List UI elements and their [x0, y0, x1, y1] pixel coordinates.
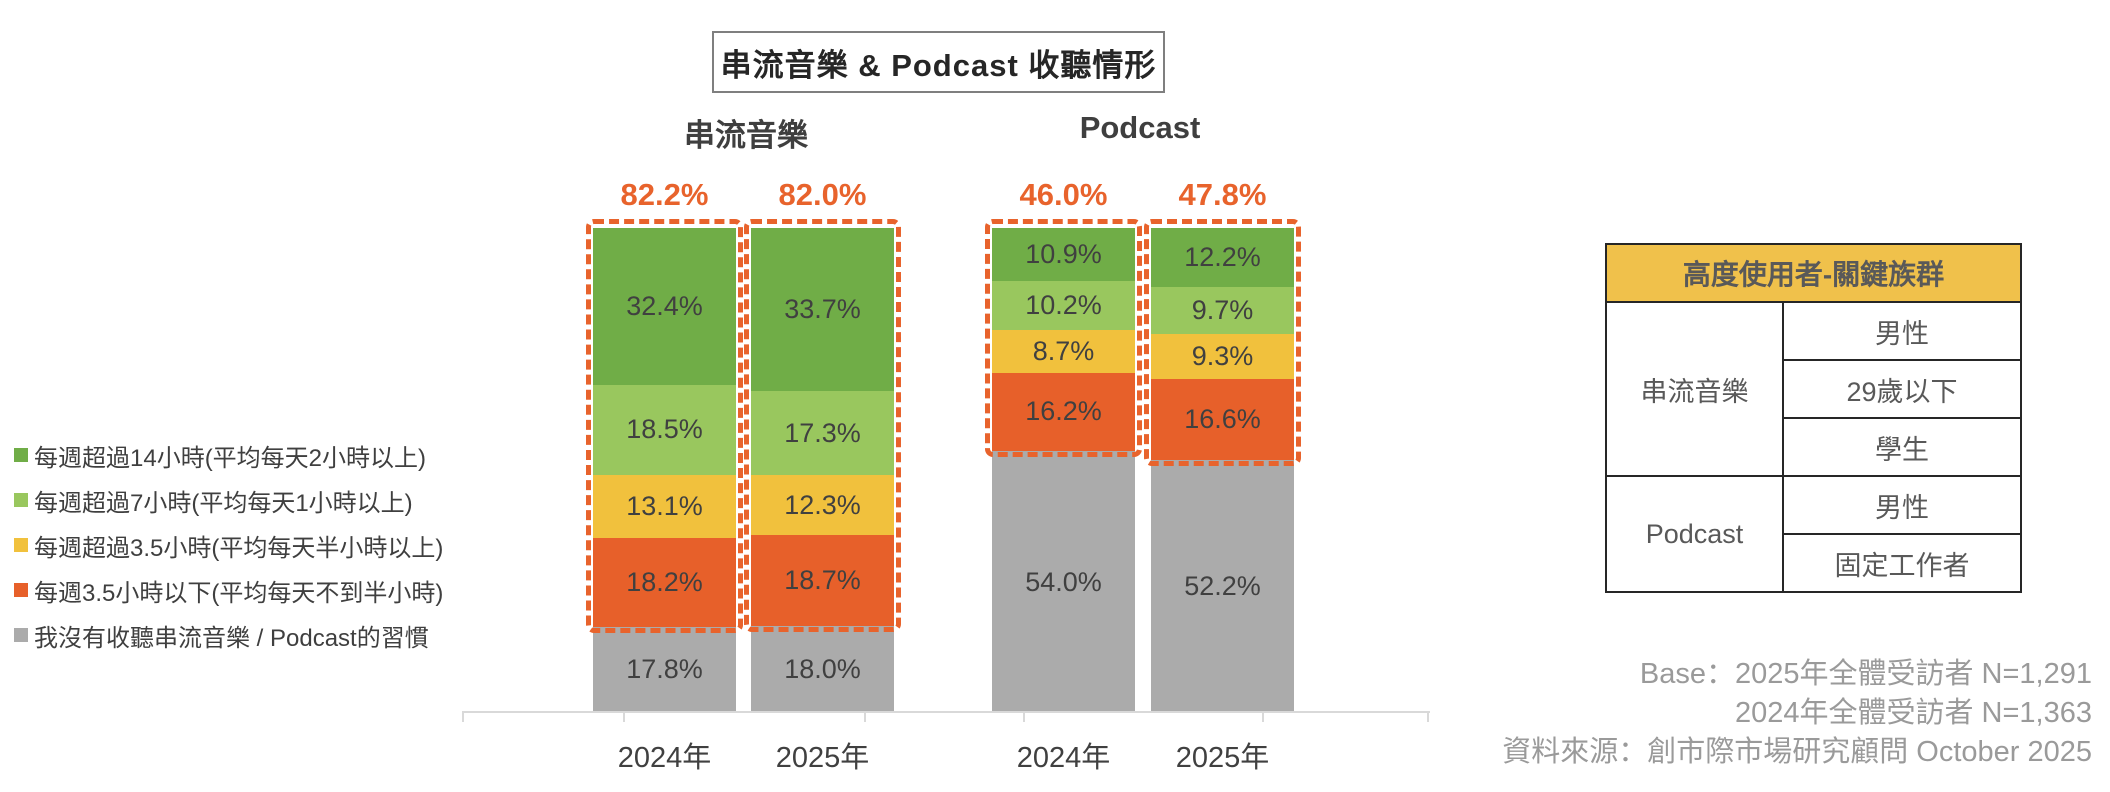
segment-value-label: 12.3%	[784, 489, 861, 520]
segment-value-label: 54.0%	[1025, 566, 1102, 597]
bar-segment: 16.6%	[1151, 379, 1294, 460]
group-header-streaming-music: 串流音樂	[684, 118, 808, 153]
axis-tick	[864, 713, 866, 722]
legend-item: 每週超過14小時(平均每天2小時以上)	[14, 440, 427, 472]
key-user-table-header: 高度使用者-關鍵族群	[1604, 243, 2023, 303]
table-trait: 固定工作者	[1781, 533, 2023, 593]
segment-value-label: 52.2%	[1184, 570, 1261, 601]
footnote-line: Base：2025年全體受訪者 N=1,291	[1639, 658, 2092, 690]
segment-value-label: 18.7%	[784, 564, 861, 595]
bar-segment: 12.3%	[751, 475, 894, 535]
chart-title: 串流音樂 & Podcast 收聽情形	[720, 47, 1157, 83]
bar-segment: 52.2%	[1151, 459, 1294, 713]
segment-value-label: 10.2%	[1025, 290, 1102, 321]
x-axis-label: 2025年	[1175, 742, 1270, 774]
x-axis-label: 2024年	[1016, 742, 1111, 774]
segment-value-label: 12.2%	[1184, 242, 1261, 273]
stacked-bar-串流音樂-2024年: 32.4% 18.5% 13.1% 18.2% 17.8%	[593, 228, 736, 713]
bar-segment: 8.7%	[992, 330, 1135, 373]
table-category-streaming: 串流音樂	[1605, 301, 1784, 477]
bar-segment: 32.4%	[593, 228, 736, 386]
segment-value-label: 16.6%	[1184, 404, 1261, 435]
listener-total-label: 46.0%	[1019, 177, 1108, 212]
legend-swatch-icon	[14, 493, 28, 507]
x-axis-label: 2024年	[617, 742, 712, 774]
bar-segment: 10.2%	[992, 280, 1135, 331]
segment-value-label: 17.8%	[626, 654, 703, 685]
legend-label: 每週超過3.5小時(平均每天半小時以上)	[34, 534, 444, 562]
bar-segment: 10.9%	[992, 228, 1135, 281]
segment-value-label: 33.7%	[784, 294, 861, 325]
axis-tick	[1023, 713, 1025, 722]
x-axis-line	[462, 711, 1430, 713]
bar-segment: 12.2%	[1151, 228, 1294, 288]
listener-total-label: 47.8%	[1178, 177, 1267, 212]
legend-label: 每週超過14小時(平均每天2小時以上)	[34, 444, 427, 472]
bar-segment: 13.1%	[593, 474, 736, 539]
segment-value-label: 32.4%	[626, 291, 703, 322]
listener-total-label: 82.2%	[620, 177, 709, 212]
axis-tick	[1427, 713, 1429, 722]
bar-segment: 18.2%	[593, 538, 736, 627]
legend-item: 我沒有收聽串流音樂 / Podcast的習慣	[14, 620, 429, 652]
segment-value-label: 13.1%	[626, 491, 703, 522]
key-user-table: 高度使用者-關鍵族群 串流音樂 男性 29歲以下 學生 Podcast 男性 固…	[1604, 243, 2023, 593]
bar-segment: 9.3%	[1151, 334, 1294, 380]
bar-segment: 17.3%	[751, 391, 894, 476]
base-footnote: Base：2025年全體受訪者 N=1,291 2024年全體受訪者 N=1,3…	[1502, 655, 2092, 772]
segment-value-label: 16.2%	[1025, 396, 1102, 427]
legend-item: 每週超過7小時(平均每天1小時以上)	[14, 485, 413, 517]
footnote-line: 資料來源：創市際市場研究顧問 October 2025	[1502, 736, 2092, 768]
legend-item: 每週3.5小時以下(平均每天不到半小時)	[14, 575, 444, 607]
table-trait: 學生	[1781, 417, 2023, 477]
chart-title-box: 串流音樂 & Podcast 收聽情形	[712, 31, 1165, 93]
legend-item: 每週超過3.5小時(平均每天半小時以上)	[14, 530, 444, 562]
table-trait: 男性	[1781, 301, 2023, 361]
table-trait: 29歲以下	[1781, 359, 2023, 419]
segment-value-label: 18.2%	[626, 567, 703, 597]
x-axis-label: 2025年	[775, 742, 870, 774]
segment-value-label: 17.3%	[784, 417, 861, 448]
bar-segment: 17.8%	[593, 626, 736, 713]
segment-value-label: 18.5%	[626, 414, 703, 445]
legend-label: 每週超過7小時(平均每天1小時以上)	[34, 489, 413, 517]
legend-label: 我沒有收聽串流音樂 / Podcast的習慣	[34, 624, 429, 652]
listener-total-label: 82.0%	[778, 177, 867, 212]
bar-segment: 16.2%	[992, 372, 1135, 452]
segment-value-label: 9.7%	[1191, 295, 1254, 326]
bar-segment: 18.5%	[593, 385, 736, 475]
legend-swatch-icon	[14, 538, 28, 552]
segment-value-label: 8.7%	[1032, 335, 1095, 366]
axis-tick	[1262, 713, 1264, 722]
axis-tick	[623, 713, 625, 722]
group-header-podcast: Podcast	[1079, 110, 1201, 145]
stacked-bar-Podcast-2025年: 12.2% 9.7% 9.3% 16.6% 52.2%	[1151, 228, 1294, 713]
stacked-bar-串流音樂-2025年: 33.7% 17.3% 12.3% 18.7% 18.0%	[751, 228, 894, 713]
legend-label: 每週3.5小時以下(平均每天不到半小時)	[34, 579, 444, 607]
table-trait: 男性	[1781, 475, 2023, 535]
bar-segment: 54.0%	[992, 451, 1135, 713]
segment-value-label: 10.9%	[1025, 238, 1102, 269]
segment-value-label: 9.3%	[1191, 341, 1254, 372]
bar-segment: 33.7%	[751, 228, 894, 392]
stacked-bar-Podcast-2024年: 10.9% 10.2% 8.7% 16.2% 54.0%	[992, 228, 1135, 713]
segment-value-label: 18.0%	[784, 653, 861, 684]
legend-swatch-icon	[14, 448, 28, 462]
footnote-line: 2024年全體受訪者 N=1,363	[1734, 697, 2092, 729]
bar-segment: 18.7%	[751, 534, 894, 626]
bar-segment: 9.7%	[1151, 287, 1294, 335]
legend-swatch-icon	[14, 628, 28, 642]
bar-segment: 18.0%	[751, 625, 894, 713]
table-category-podcast: Podcast	[1605, 475, 1784, 593]
axis-tick	[462, 713, 464, 722]
legend-swatch-icon	[14, 583, 28, 597]
